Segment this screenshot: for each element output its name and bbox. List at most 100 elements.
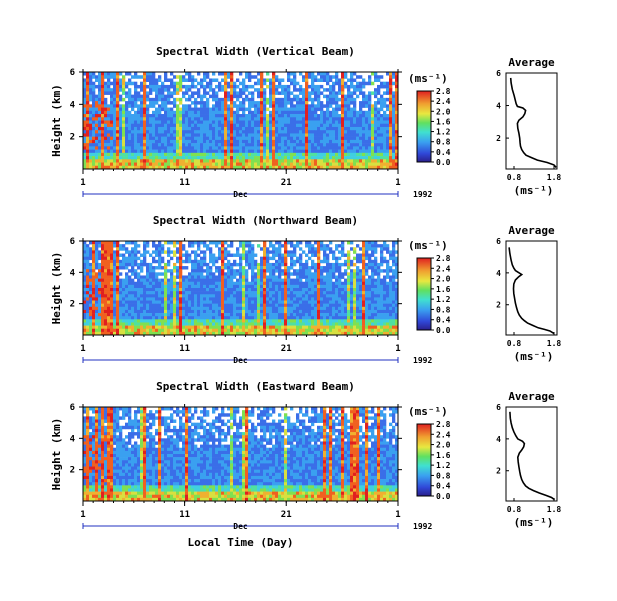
heatmap-cell [248,110,252,115]
heatmap-cell [212,309,216,314]
heatmap-cell [272,94,276,99]
heatmap-cell [395,291,399,295]
heatmap-cell [332,91,336,95]
heatmap-cell [299,262,303,267]
heatmap-cell [137,262,141,267]
heatmap-cell [140,107,144,112]
heatmap-cell [353,300,357,304]
heatmap-cell [323,256,327,261]
heatmap-cell [236,156,240,160]
heatmap-cell [308,281,312,286]
heatmap-cell [362,309,366,314]
heatmap-cell [86,272,90,276]
heatmap-cell [260,272,264,276]
heatmap-cell [83,266,87,270]
heatmap-cell [239,300,243,304]
heatmap-cell [272,291,276,295]
heatmap-cell [305,165,309,170]
heatmap-cell [206,309,210,314]
heatmap-cell [245,120,249,125]
heatmap-cell [284,278,288,283]
heatmap-cell [365,104,369,108]
heatmap-cell [347,110,351,115]
heatmap-cell [335,146,339,150]
heatmap-cell [137,84,141,89]
heatmap-cell [203,149,207,154]
heatmap-cell [131,294,135,298]
heatmap-cell [365,159,369,163]
heatmap-cell [374,303,378,308]
heatmap-cell [104,104,108,108]
heatmap-cell [110,262,114,267]
heatmap-cell [362,91,366,95]
heatmap-cell [281,107,285,112]
heatmap-cell [104,117,108,121]
heatmap-cell [332,281,336,286]
heatmap-cell [368,281,372,286]
heatmap-cell [200,126,204,131]
heatmap-cell [293,136,297,141]
heatmap-cell [233,288,237,292]
heatmap-cell [293,244,297,248]
heatmap-cell [305,84,309,89]
heatmap-cell [119,146,123,150]
heatmap-cell [110,247,114,251]
heatmap-cell [92,139,96,144]
heatmap-cell [197,110,201,115]
heatmap-cell [338,297,342,301]
heatmap-cell [278,303,282,308]
heatmap-cell [251,247,255,251]
heatmap-cell [371,133,375,137]
heatmap-cell [176,126,180,131]
heatmap-cell [314,291,318,295]
heatmap-cell [152,143,156,147]
heatmap-cell [383,269,387,273]
heatmap-cell [182,156,186,160]
heatmap-cell [224,91,228,95]
heatmap-cell [347,133,351,137]
heatmap-cell [143,253,147,257]
heatmap-cell [212,156,216,160]
heatmap-cell [230,133,234,137]
heatmap-cell [230,306,234,311]
heatmap-cell [215,162,219,167]
heatmap-cell [206,281,210,286]
heatmap-cell [233,275,237,279]
heatmap-cell [278,152,282,157]
heatmap-cell [392,97,396,102]
heatmap-cell [356,139,360,144]
heatmap-cell [314,275,318,279]
heatmap-cell [272,139,276,144]
heatmap-cell [200,84,204,89]
heatmap-cell [263,241,267,245]
heatmap-cell [89,130,93,134]
heatmap-cell [155,130,159,134]
heatmap-cell [203,84,207,89]
heatmap-cell [101,159,105,163]
heatmap-cell [305,146,309,150]
heatmap-cell [368,136,372,141]
heatmap-cell [380,104,384,108]
heatmap-cell [383,149,387,154]
heatmap-cell [137,297,141,301]
heatmap-cell [206,288,210,292]
heatmap-cell [101,244,105,248]
heatmap-cell [329,303,333,308]
heatmap-cell [377,294,381,298]
heatmap-cell [245,306,249,311]
heatmap-cell [269,281,273,286]
heatmap-cell [290,297,294,301]
heatmap-cell [338,306,342,311]
heatmap-cell [107,241,111,245]
heatmap-cell [98,275,102,279]
heatmap-cell [344,294,348,298]
heatmap-cell [311,78,315,82]
heatmap-cell [173,120,177,125]
heatmap-cell [371,123,375,128]
colorbar-tick-label: 2.0 [436,107,451,116]
heatmap-cell [266,117,270,121]
heatmap-cell [227,120,231,125]
heatmap-cell [248,262,252,267]
heatmap-cell [158,120,162,125]
heatmap-cell [338,262,342,267]
